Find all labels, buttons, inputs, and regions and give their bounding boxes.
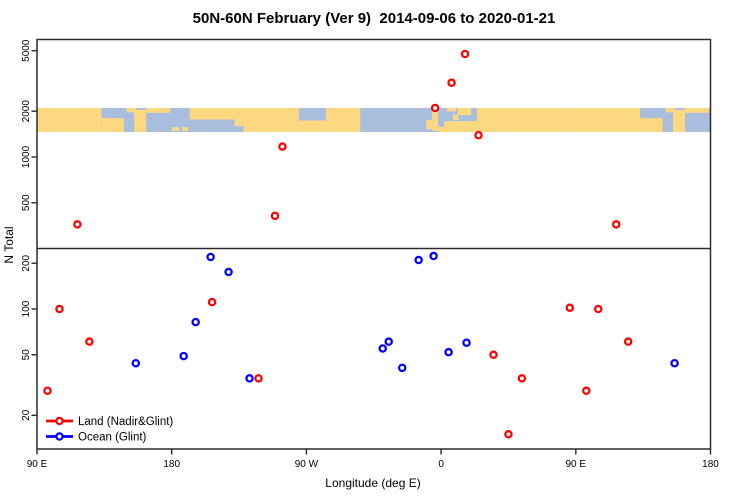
- land-point: [447, 78, 456, 87]
- map-land-segment: [189, 107, 235, 120]
- y-tick-label: 200: [21, 254, 32, 271]
- map-land-segment: [325, 107, 361, 132]
- map-land-segment: [444, 121, 463, 132]
- land-point: [254, 374, 263, 383]
- ocean-point: [429, 251, 438, 261]
- ocean-point: [384, 337, 393, 346]
- ocean-point: [462, 338, 471, 347]
- x-axis-label: Longitude (deg E): [325, 476, 420, 490]
- ocean-point: [245, 374, 254, 383]
- y-tick-label: 1000: [21, 145, 32, 168]
- map-land-segment: [426, 119, 433, 130]
- map-land-segment: [37, 107, 102, 132]
- legend-land-label: Land (Nadir&Glint): [78, 416, 173, 428]
- land-point: [430, 103, 440, 113]
- land-point: [73, 220, 82, 229]
- ocean-point: [670, 358, 679, 368]
- ocean-point: [206, 252, 215, 262]
- y-tick-label: 500: [21, 194, 32, 211]
- map-land-segment: [432, 110, 439, 131]
- map-land-segment: [126, 107, 136, 113]
- map-land-segment: [453, 114, 459, 120]
- land-point: [460, 49, 470, 59]
- map-land-segment: [438, 126, 445, 132]
- ocean-point: [224, 267, 233, 277]
- legend: Land (Nadir&Glint) Ocean (Glint): [46, 416, 173, 444]
- plot-frame: [36, 38, 712, 450]
- ocean-point: [414, 255, 423, 265]
- map-land-segment: [447, 107, 457, 112]
- land-point: [270, 211, 280, 221]
- map-land-segment: [457, 107, 472, 116]
- map-land-segment: [640, 118, 663, 132]
- y-tick-label: 50: [21, 349, 32, 361]
- legend-ocean-marker-icon: [55, 432, 64, 441]
- x-tick-label: 90 E: [27, 459, 48, 470]
- y-tick-label: 20: [21, 409, 32, 421]
- land-point: [565, 303, 575, 312]
- ocean-point: [397, 363, 407, 373]
- map-land-segment: [243, 107, 299, 132]
- y-axis-label: N Total: [2, 226, 16, 263]
- x-tick-label: 90 E: [566, 459, 587, 470]
- axes: 90 E 180 90 W 0 90 E 180 20 50 100 200 500 1000 2000…: [21, 39, 719, 470]
- legend-land-marker-icon: [55, 416, 64, 426]
- x-tick-label: 0: [438, 459, 444, 470]
- map-land-segment: [685, 107, 710, 113]
- land-point: [489, 350, 498, 360]
- map-land-segment: [477, 107, 576, 132]
- chart-title: 50N-60N February (Ver 9) 2014-09-06 to 2…: [193, 10, 556, 27]
- ocean-point: [444, 347, 453, 357]
- ocean-point: [378, 344, 387, 353]
- map-land-segment: [182, 127, 189, 131]
- map-band: [37, 107, 711, 132]
- y-tick-label: 100: [21, 300, 32, 317]
- y-tick-label: 5000: [21, 39, 32, 62]
- map-land-segment: [462, 121, 478, 132]
- x-tick-label: 180: [702, 459, 719, 470]
- land-point: [517, 374, 527, 383]
- y-tick-label: 2000: [21, 100, 32, 123]
- map-land-segment: [673, 109, 686, 132]
- legend-ocean-label: Ocean (Glint): [78, 432, 147, 444]
- land-point: [582, 386, 591, 395]
- map-land-segment: [665, 107, 675, 113]
- map-land-segment: [298, 120, 326, 132]
- map-land-segment: [575, 107, 641, 132]
- map-land-segment: [234, 107, 244, 126]
- land-point: [504, 430, 513, 439]
- map-land-segment: [171, 127, 180, 131]
- map-land-segment: [101, 118, 124, 132]
- ocean-point: [191, 317, 200, 327]
- x-tick-label: 180: [163, 459, 180, 470]
- land-point: [55, 304, 64, 314]
- land-point: [594, 304, 603, 314]
- ocean-point: [179, 351, 188, 361]
- x-tick-label: 90 W: [295, 459, 319, 470]
- land-point: [611, 220, 621, 229]
- map-land-segment: [146, 107, 171, 113]
- ocean-point: [131, 358, 141, 368]
- land-point: [278, 142, 287, 151]
- land-point: [207, 297, 217, 307]
- legend-item-ocean: Ocean (Glint): [46, 432, 147, 444]
- legend-item-land: Land (Nadir&Glint): [46, 416, 173, 428]
- data-points: [43, 49, 679, 439]
- land-point: [623, 337, 633, 346]
- map-land-segment: [134, 109, 147, 132]
- land-point: [474, 130, 483, 140]
- land-point: [43, 386, 52, 395]
- land-point: [85, 337, 94, 346]
